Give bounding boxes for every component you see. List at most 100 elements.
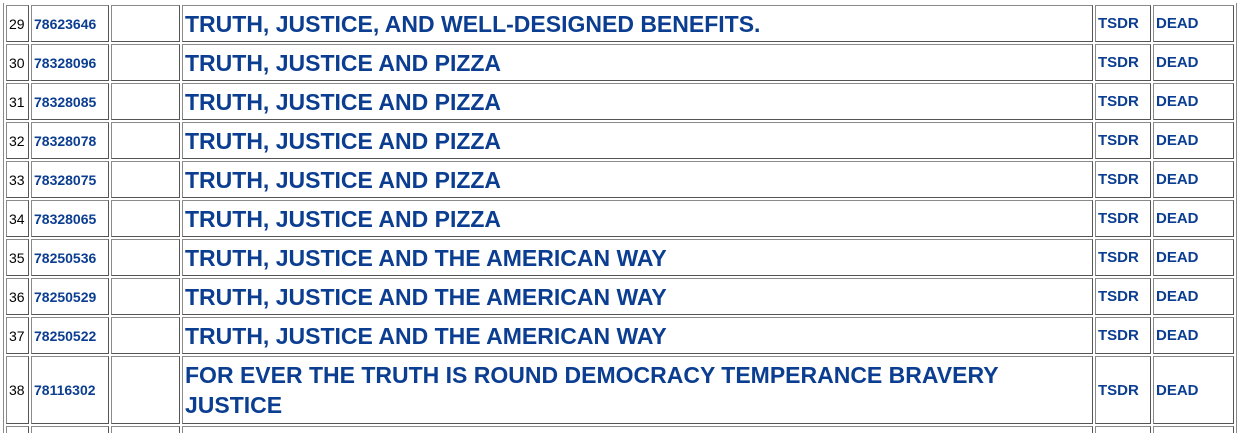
tsdr-cell: TSDR — [1095, 5, 1151, 42]
status-label: DEAD — [1156, 15, 1199, 32]
tsdr-link[interactable]: TSDR — [1098, 249, 1139, 266]
table-row: 30 78328096 TRUTH, JUSTICE AND PIZZA TSD… — [6, 44, 1234, 81]
live-dead-status: DEAD — [1153, 44, 1234, 81]
registration-number-cell — [111, 161, 180, 198]
table-row: 36 78250529 TRUTH, JUSTICE AND THE AMERI… — [6, 278, 1234, 315]
serial-number-link[interactable]: 78328075 — [34, 171, 97, 188]
table-row: 33 78328075 TRUTH, JUSTICE AND PIZZA TSD… — [6, 161, 1234, 198]
row-number: 30 — [6, 44, 29, 81]
tsdr-cell: TSDR — [1095, 200, 1151, 237]
table-row: 29 78623646 TRUTH, JUSTICE, AND WELL-DES… — [6, 5, 1234, 42]
status-label: DEAD — [1156, 327, 1199, 344]
status-label: DEAD — [1156, 171, 1199, 188]
live-dead-status: DEAD — [1153, 278, 1234, 315]
status-label: DEAD — [1156, 132, 1199, 149]
registration-number-cell — [111, 200, 180, 237]
tsdr-link[interactable]: TSDR — [1098, 288, 1139, 305]
serial-number-cell: 78328078 — [31, 122, 109, 159]
row-number: 38 — [6, 356, 29, 424]
live-dead-status: DEAD — [1153, 122, 1234, 159]
registration-number-cell — [111, 5, 180, 42]
tsdr-cell — [1095, 426, 1151, 433]
row-number: 32 — [6, 122, 29, 159]
registration-number-cell — [111, 426, 180, 433]
word-mark: TRUTH, JUSTICE AND PIZZA — [182, 122, 1093, 159]
serial-number-link[interactable]: 78328096 — [34, 54, 97, 71]
live-dead-status: DEAD — [1153, 356, 1234, 424]
table-row: 32 78328078 TRUTH, JUSTICE AND PIZZA TSD… — [6, 122, 1234, 159]
status-label: DEAD — [1156, 381, 1199, 399]
tsdr-link[interactable]: TSDR — [1098, 132, 1139, 149]
tsdr-link[interactable]: TSDR — [1098, 381, 1139, 399]
serial-number-cell: 78250536 — [31, 239, 109, 276]
serial-number-link[interactable]: 78250536 — [34, 249, 97, 266]
row-number: 35 — [6, 239, 29, 276]
serial-number-cell: 78623646 — [31, 5, 109, 42]
live-dead-status: DEAD — [1153, 200, 1234, 237]
live-dead-status: DEAD — [1153, 5, 1234, 42]
row-number: 31 — [6, 83, 29, 120]
tsdr-cell: TSDR — [1095, 356, 1151, 424]
status-label: DEAD — [1156, 249, 1199, 266]
row-number: 37 — [6, 317, 29, 354]
status-label: DEAD — [1156, 288, 1199, 305]
word-mark: TRUTH, JUSTICE, AND WELL-DESIGNED BENEFI… — [182, 5, 1093, 42]
status-label: DEAD — [1156, 93, 1199, 110]
row-number-cell — [6, 426, 29, 433]
table-row: 37 78250522 TRUTH, JUSTICE AND THE AMERI… — [6, 317, 1234, 354]
tsdr-link[interactable]: TSDR — [1098, 15, 1139, 32]
tsdr-link[interactable]: TSDR — [1098, 93, 1139, 110]
serial-number-cell: 78328085 — [31, 83, 109, 120]
tsdr-cell: TSDR — [1095, 239, 1151, 276]
serial-number-cell: 78116302 — [31, 356, 109, 424]
tsdr-link[interactable]: TSDR — [1098, 327, 1139, 344]
tsdr-cell: TSDR — [1095, 44, 1151, 81]
row-number: 33 — [6, 161, 29, 198]
table-row: 31 78328085 TRUTH, JUSTICE AND PIZZA TSD… — [6, 83, 1234, 120]
serial-number-link[interactable]: 78328085 — [34, 93, 97, 110]
serial-number-link[interactable]: 78250522 — [34, 327, 97, 344]
word-mark: TRUTH, JUSTICE AND THE AMERICAN WAY — [182, 317, 1093, 354]
table-row-partial — [6, 426, 1234, 433]
word-mark: TRUTH, JUSTICE AND THE AMERICAN WAY — [182, 239, 1093, 276]
word-mark: FOR EVER THE TRUTH IS ROUND DEMOCRACY TE… — [182, 356, 1093, 424]
serial-number-link[interactable]: 78250529 — [34, 288, 97, 305]
serial-number-cell: 78328075 — [31, 161, 109, 198]
serial-number-cell: 78250529 — [31, 278, 109, 315]
registration-number-cell — [111, 239, 180, 276]
serial-number-cell: 78328065 — [31, 200, 109, 237]
tsdr-cell: TSDR — [1095, 122, 1151, 159]
status-label: DEAD — [1156, 210, 1199, 227]
status-label: DEAD — [1156, 54, 1199, 71]
registration-number-cell — [111, 356, 180, 424]
tsdr-cell: TSDR — [1095, 317, 1151, 354]
row-number: 36 — [6, 278, 29, 315]
serial-number-link[interactable]: 78623646 — [34, 15, 97, 32]
tsdr-link[interactable]: TSDR — [1098, 210, 1139, 227]
row-number: 29 — [6, 5, 29, 42]
word-mark: TRUTH, JUSTICE AND PIZZA — [182, 83, 1093, 120]
word-mark: TRUTH, JUSTICE AND PIZZA — [182, 200, 1093, 237]
word-mark: TRUTH, JUSTICE AND PIZZA — [182, 161, 1093, 198]
word-mark-cell — [182, 426, 1093, 433]
serial-number-link[interactable]: 78328065 — [34, 210, 97, 227]
registration-number-cell — [111, 83, 180, 120]
table-row: 38 78116302 FOR EVER THE TRUTH IS ROUND … — [6, 356, 1234, 424]
serial-number-cell — [31, 426, 109, 433]
serial-number-cell: 78250522 — [31, 317, 109, 354]
tsdr-link[interactable]: TSDR — [1098, 171, 1139, 188]
trademark-results-table: 29 78623646 TRUTH, JUSTICE, AND WELL-DES… — [3, 3, 1237, 433]
tsdr-cell: TSDR — [1095, 278, 1151, 315]
serial-number-link[interactable]: 78328078 — [34, 132, 97, 149]
registration-number-cell — [111, 44, 180, 81]
serial-number-link[interactable]: 78116302 — [34, 382, 96, 398]
table-row: 35 78250536 TRUTH, JUSTICE AND THE AMERI… — [6, 239, 1234, 276]
live-dead-status: DEAD — [1153, 83, 1234, 120]
live-dead-status — [1153, 426, 1234, 433]
tsdr-link[interactable]: TSDR — [1098, 54, 1139, 71]
registration-number-cell — [111, 122, 180, 159]
registration-number-cell — [111, 278, 180, 315]
live-dead-status: DEAD — [1153, 317, 1234, 354]
tsdr-cell: TSDR — [1095, 83, 1151, 120]
table-row: 34 78328065 TRUTH, JUSTICE AND PIZZA TSD… — [6, 200, 1234, 237]
